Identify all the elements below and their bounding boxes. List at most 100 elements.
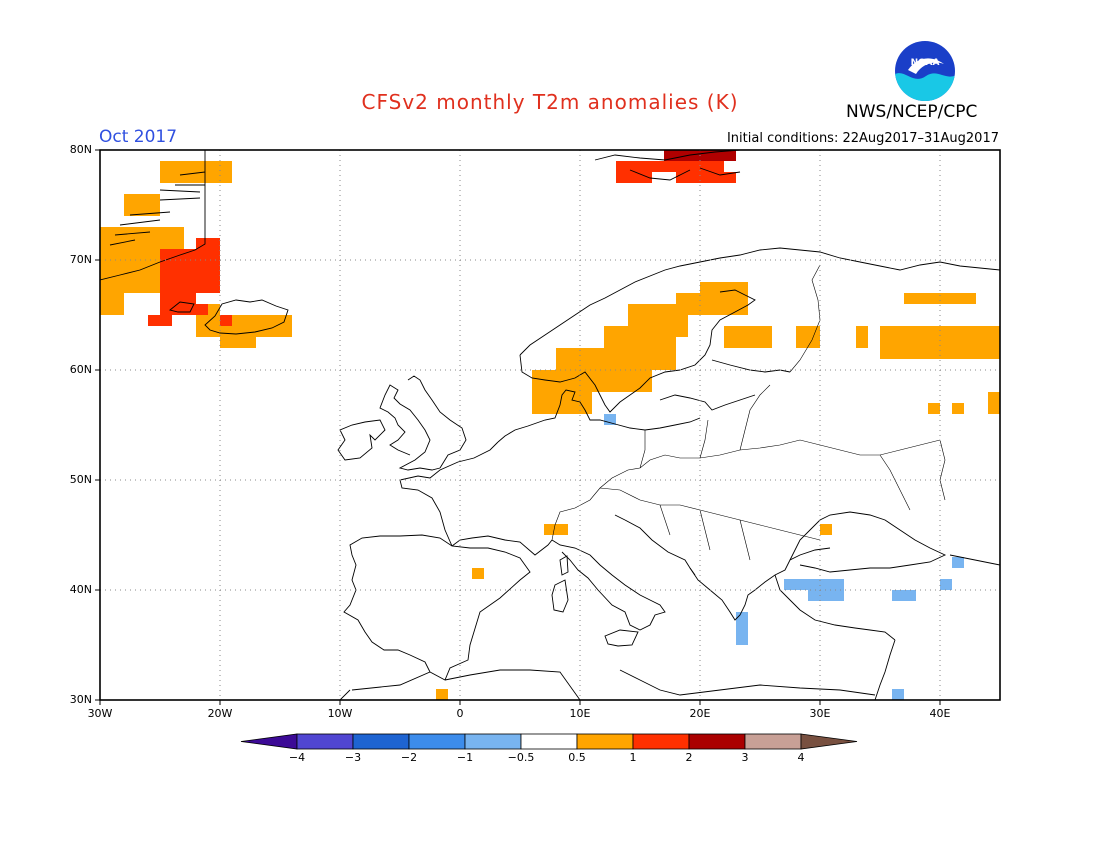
anomaly-cell-p05 [952,403,964,414]
anomaly-cell-m05 [736,612,748,645]
anomaly-cell-m05 [952,557,964,568]
lon-tick-label: 40E [929,707,951,720]
anomaly-cell-p05 [820,524,832,535]
colorbar-bin [520,733,578,750]
coast-black-sea [789,511,947,573]
colorbar-label: 0.5 [568,751,586,764]
map-background [100,150,1000,700]
map-title: CFSv2 monthly T2m anomalies (K) [361,90,739,114]
coast-baltic [644,359,791,431]
colorbar-high-triangle [800,733,858,750]
noaa-logo-text: NOAA [911,58,940,68]
anomaly-cell-p1 [676,172,736,183]
lat-tick-label: 40N [69,583,92,596]
colorbar-bin [464,733,522,750]
colorbar-label: 1 [629,751,637,764]
anomaly-cell-p05 [676,293,748,315]
coast-north-sea [497,389,646,443]
coast-svalbard [594,150,741,181]
anomaly-cell-p05 [724,326,748,348]
anomaly-cell-p1 [220,315,232,326]
anomaly-cell-p05 [220,326,256,348]
anomaly-cell-p05 [700,282,748,293]
coast-corsica [559,555,569,576]
anomaly-cell-m05 [892,689,904,700]
anomaly-cell-p05 [160,161,232,183]
colorbar-bin [744,733,802,750]
anomaly-cell-p05 [544,524,568,535]
org-label: NWS/NCEP/CPC [846,102,978,122]
lat-tick-label: 30N [69,693,92,706]
lat-tick-label: 70N [69,253,92,266]
coast-north-africa [339,669,876,700]
colorbar-bin [632,733,690,750]
colorbar-label: 2 [685,751,693,764]
graticule [100,150,1000,700]
colorbar-label: −1 [456,751,474,764]
colorbar-label: −3 [344,751,362,764]
coast-turkey [774,554,1000,641]
anomaly-cell-p05 [100,282,124,315]
anomaly-cell-m05 [784,579,844,590]
colorbar-label: 3 [741,751,749,764]
coast-iceland [169,299,289,335]
colorbar-label: −4 [288,751,306,764]
lon-tick-label: 0 [456,707,464,720]
noaa-logo: NOAA [895,41,955,101]
colorbar-label: 4 [797,751,805,764]
coast-scandinavia [519,247,861,413]
lon-tick-label: 10E [569,707,591,720]
anomaly-cell-p05 [856,326,868,348]
anomaly-cell-m05 [892,590,916,601]
anomaly-cell-p05 [436,689,448,700]
lon-tick-label: 30E [809,707,831,720]
lon-tick-label: 10W [327,707,353,720]
anomaly-cell-p05 [988,700,1000,744]
colorbar-bin [408,733,466,750]
colorbar-bin [576,733,634,750]
anomaly-cell-m05 [604,414,616,425]
coast-levant [874,639,896,700]
coastlines [100,150,1000,700]
coast-balkans [614,514,831,621]
coast-greenland [100,150,206,281]
lon-tick-label: 30W [87,707,113,720]
coast-russia-north [859,261,1000,271]
colorbar-label: −0.5 [507,751,535,764]
colorbar-low-triangle [240,733,298,750]
colorbar-bin [352,733,410,750]
coast-iberia [343,534,531,691]
anomaly-cell-p1 [196,238,220,293]
anomaly-cell-p1 [148,315,172,326]
coast-france [399,441,553,556]
anomaly-cell-p1 [196,304,208,315]
anomaly-cell-p05 [472,568,484,579]
colorbar-bin [296,733,354,750]
lon-tick-label: 20E [689,707,711,720]
map-frame [99,149,1001,701]
anomaly-cell-p05 [748,326,772,348]
anomaly-cell-p1 [160,249,196,315]
anomaly-cell-p1 [652,161,724,172]
anomaly-cell-p05 [124,194,160,216]
axis-ticks [95,149,941,705]
coast-sicily [604,629,639,647]
lat-tick-label: 50N [69,473,92,486]
anomaly-cell-p05 [880,326,1000,359]
anomaly-cell-p05 [988,392,1000,414]
lon-tick-label: 20W [207,707,233,720]
lat-tick-label: 60N [69,363,92,376]
initial-conditions: Initial conditions: 22Aug2017–31Aug2017 [726,131,999,146]
forecast-month: Oct 2017 [99,127,178,147]
coast-great-britain [379,375,467,471]
colorbar-label: −2 [400,751,418,764]
anomaly-cell-m05 [808,590,844,601]
anomaly-cell-p05 [904,293,976,304]
colorbar-bin [688,733,746,750]
anomaly-cell-m05 [940,579,952,590]
colorbar [240,733,858,750]
anomaly-cell-p05 [928,403,940,414]
lat-tick-label: 80N [69,143,92,156]
anomaly-cell-p05 [796,326,820,348]
